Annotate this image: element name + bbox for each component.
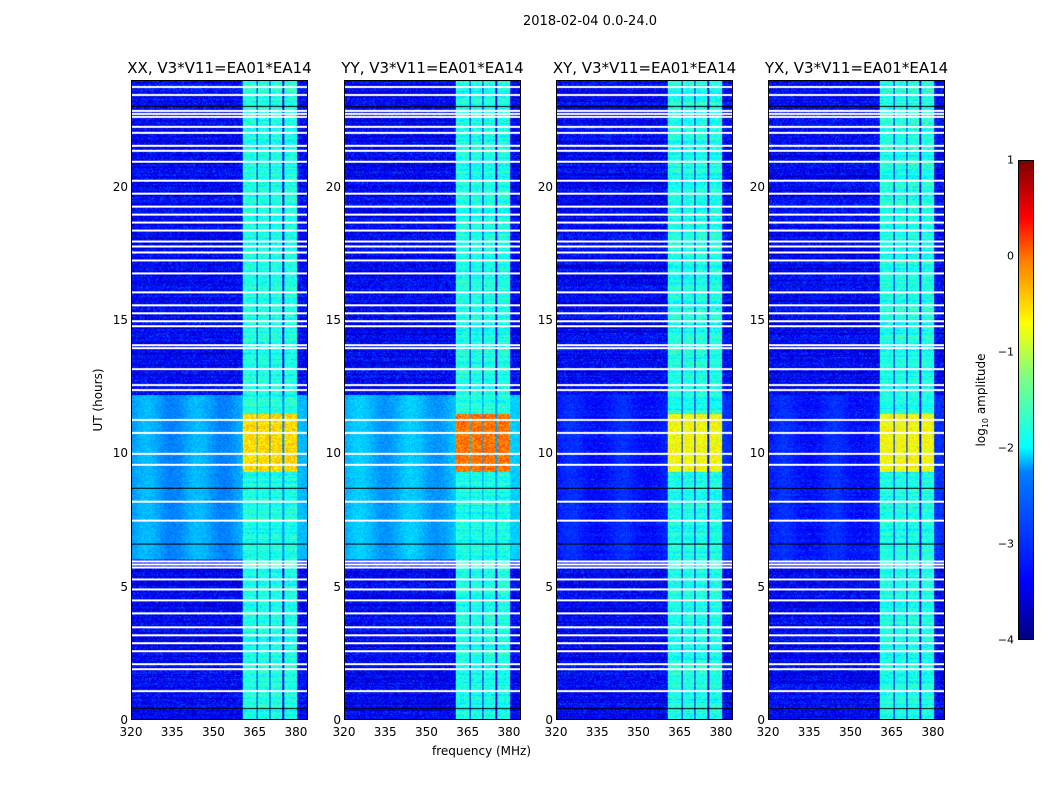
x-tick-label: 365: [880, 725, 904, 739]
heatmap-panel-xx: [131, 80, 308, 720]
x-tick-label: 320: [756, 725, 780, 739]
x-tick-label: 365: [668, 725, 692, 739]
y-tick-label: 10: [325, 446, 341, 461]
x-tick-label: 335: [797, 725, 821, 739]
y-tick-label: 20: [537, 179, 553, 194]
x-axis-label: frequency (MHz): [432, 744, 532, 758]
heatmap-cells: [769, 81, 944, 719]
panel-title-xy: XY, V3*V11=EA01*EA14: [552, 59, 737, 77]
y-tick-label: 15: [749, 313, 765, 327]
x-tick-label: 365: [243, 725, 267, 739]
y-tick-label: 10: [537, 446, 553, 461]
heatmap-panel-yx: [768, 80, 945, 720]
colorbar-tick-label: 1: [1007, 153, 1014, 167]
y-tick-label: 5: [545, 579, 553, 594]
x-tick-label: 350: [202, 725, 225, 739]
x-tick-label: 380: [921, 725, 945, 739]
y-tick-label: 5: [757, 579, 765, 594]
x-tick-label: 335: [373, 725, 397, 739]
x-tick-label: 380: [709, 725, 733, 739]
y-tick-label: 10: [112, 446, 128, 461]
y-tick-label: 15: [537, 313, 553, 327]
y-tick-label: 15: [112, 313, 128, 327]
colorbar-tick-label: 0: [1007, 249, 1014, 263]
x-tick-label: 335: [585, 725, 609, 739]
y-tick-label: 0: [757, 713, 765, 727]
x-tick-label: 380: [284, 725, 308, 739]
heatmap-panel-xy: [556, 80, 733, 720]
y-tick-label: 5: [120, 579, 128, 594]
x-tick-label: 365: [456, 725, 480, 739]
colorbar: [1018, 160, 1034, 640]
y-tick-label: 15: [325, 313, 341, 327]
heatmap-cells: [132, 81, 307, 719]
y-tick-label: 5: [333, 579, 341, 594]
x-tick-label: 350: [839, 725, 862, 739]
x-tick-label: 320: [544, 725, 568, 739]
colorbar-tick-label: −2: [997, 441, 1014, 455]
y-tick-label: 0: [545, 713, 553, 727]
heatmap-cells: [557, 81, 732, 719]
colorbar-label: log10 amplitude: [973, 353, 991, 447]
panel-title-yy: YY, V3*V11=EA01*EA14: [341, 59, 524, 77]
figure-title: 2018-02-04 0.0-24.0: [523, 14, 657, 29]
y-tick-label: 10: [749, 446, 765, 461]
heatmap-cells: [345, 81, 520, 719]
x-tick-label: 350: [415, 725, 438, 739]
y-tick-label: 0: [120, 713, 128, 727]
colorbar-tick-label: −4: [997, 633, 1014, 647]
colorbar-tick-label: −3: [997, 537, 1014, 551]
y-tick-label: 20: [112, 179, 128, 194]
heatmap-panel-yy: [344, 80, 521, 720]
panel-title-yx: YX, V3*V11=EA01*EA14: [764, 59, 949, 77]
x-tick-label: 335: [160, 725, 184, 739]
x-tick-label: 320: [332, 725, 356, 739]
y-axis-label: UT (hours): [91, 368, 105, 432]
y-tick-label: 0: [333, 713, 341, 727]
x-tick-label: 320: [119, 725, 143, 739]
panel-title-xx: XX, V3*V11=EA01*EA14: [127, 59, 312, 77]
y-tick-label: 20: [325, 179, 341, 194]
y-tick-label: 20: [749, 179, 765, 194]
x-tick-label: 350: [627, 725, 650, 739]
colorbar-tick-label: −1: [997, 345, 1014, 359]
x-tick-label: 380: [497, 725, 521, 739]
